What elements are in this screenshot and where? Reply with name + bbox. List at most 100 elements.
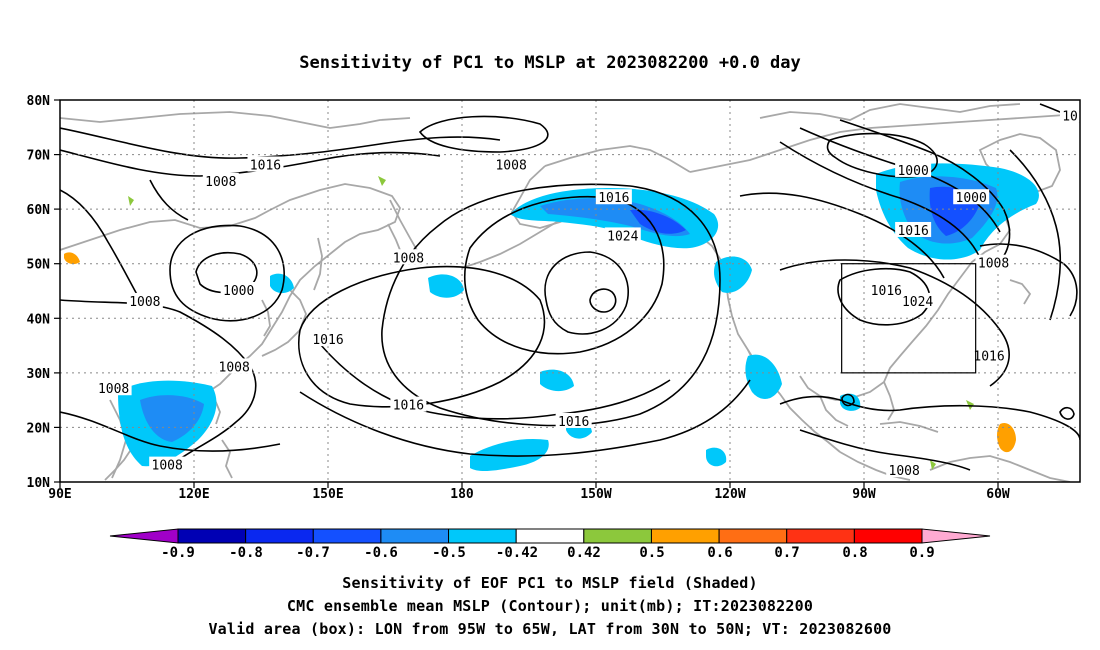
colorbar-tick-label: -0.8: [229, 545, 263, 561]
colorbar-swatch: [177, 528, 247, 544]
colorbar-swatch: [853, 528, 923, 544]
colorbar-swatch: [650, 528, 720, 544]
lon-tick-label: 90E: [48, 487, 71, 502]
contour-label-bg: [1059, 107, 1080, 123]
colorbar-tick-labels: -0.9 -0.8 -0.7 -0.6 -0.5 -0.42 0.42 0.5 …: [161, 545, 935, 561]
colorbar-swatch: [718, 528, 788, 544]
colorbar-tick-label: 0.9: [909, 545, 934, 561]
contour-label-bg: [895, 161, 932, 177]
contour-label-bg: [555, 412, 592, 428]
contour-1008-tropical: [60, 411, 281, 452]
map-panel: 1016 100810081016102410001000101610081008…: [27, 94, 1081, 502]
colorbar-tick-label: -0.42: [496, 545, 538, 561]
contour-1024-inner: [544, 251, 630, 335]
contour-1016-gulf: [779, 395, 1080, 441]
coastline-central-america: [839, 451, 911, 481]
axis-tick-marks: [54, 99, 999, 488]
contour-label-bg: [895, 221, 932, 237]
coastline-na-arctic: [689, 113, 1080, 173]
contour-1016-atlantic: [1009, 149, 1062, 321]
contour-label-bg: [595, 189, 632, 205]
colorbar-swatch: [312, 528, 382, 544]
coastline-newfoundland: [1009, 279, 1032, 305]
colorbar-swatch: [786, 528, 855, 544]
contour-1016-canada: [739, 192, 945, 279]
contour-1016-east: [779, 259, 1010, 387]
coastline-south-america: [929, 455, 1071, 482]
contour-low-canada-3: [779, 141, 981, 259]
lon-tick-label: 90W: [852, 487, 876, 502]
lat-tick-labels: 80N 70N 60N 50N 40N 30N 20N 10N: [27, 94, 51, 491]
shade-orange-atlantic: [997, 422, 1016, 453]
lon-tick-label: 120W: [714, 487, 745, 502]
contour-asia-west: [60, 189, 141, 301]
contour-1016-pacific-high: [298, 265, 546, 408]
caption-line-2: CMC ensemble mean MSLP (Contour); unit(m…: [286, 597, 814, 615]
lat-tick-label: 80N: [27, 94, 51, 109]
mslp-contours: [60, 103, 1080, 471]
contour-label: 1008: [495, 158, 526, 173]
lon-tick-label: 120E: [178, 487, 209, 502]
coastline-yucatan: [819, 395, 849, 427]
shade-mexico: [706, 447, 727, 467]
shade-central-pacific: [470, 438, 549, 472]
colorbar-tick-label: -0.9: [161, 545, 195, 561]
contour-label-bg: [975, 254, 1012, 270]
lon-tick-label: 150E: [312, 487, 343, 502]
coastline-taiwan: [214, 399, 221, 425]
map-frame: [59, 99, 1081, 483]
contour-label-bg: [220, 282, 257, 297]
contour-label-bg: [971, 347, 1008, 363]
colorbar-tick-label: 0.8: [842, 545, 867, 561]
contour-label-bg: [604, 227, 641, 243]
colorbar-swatch: [583, 528, 652, 544]
shade-siberia-1: [270, 273, 294, 294]
lon-tick-labels: 90E 120E 150E 180 150W 120W 90W 60W: [48, 487, 1010, 502]
contour-label: 1016: [897, 224, 928, 239]
contour-1024-east: [837, 267, 931, 326]
contour-label-bg: [953, 189, 990, 205]
caption-line-3: Valid area (box): LON from 95W to 65W, L…: [208, 620, 892, 638]
colorbar: -0.9 -0.8 -0.7 -0.6 -0.5 -0.42 0.42 0.5 …: [109, 528, 991, 561]
shade-green-pacific-2: [128, 196, 134, 206]
colorbar-swatch: [380, 528, 450, 544]
shade-china-sea-core: [140, 395, 204, 442]
colorbar-extend-high: [921, 528, 991, 544]
colorbar-tick-label: 0.5: [639, 545, 664, 561]
lon-tick-label: 180: [450, 487, 474, 502]
coastlines: [60, 103, 1080, 482]
coastline-sakhalin: [313, 237, 323, 291]
coastline-alaska-north: [544, 145, 691, 173]
contour-labels: 1016 100810081016102410001000101610081008…: [95, 107, 1080, 479]
contour-label: 1008: [129, 295, 160, 310]
lat-tick-label: 10N: [27, 476, 51, 491]
coastline-asia-north: [60, 111, 411, 129]
colorbar-swatch: [245, 528, 314, 544]
lon-tick-label: 150W: [580, 487, 611, 502]
lat-tick-label: 70N: [27, 149, 51, 164]
contour-label-bg: [868, 282, 905, 297]
colorbar-tick-label: 0.42: [567, 545, 601, 561]
lat-tick-label: 60N: [27, 203, 51, 218]
shade-mid-pacific-30n: [540, 369, 574, 392]
figure-title: Sensitivity of PC1 to MSLP at 2023082200…: [299, 53, 801, 73]
shade-baja-coast: [745, 354, 782, 399]
contour-label: 1016: [598, 191, 629, 206]
lon-tick-label: 60W: [986, 487, 1010, 502]
contour-label: 1008: [393, 251, 424, 266]
coastline-korea: [261, 299, 271, 337]
colorbar-swatch: [515, 528, 585, 544]
coastline-florida: [883, 381, 895, 421]
contour-label: 1008: [889, 464, 920, 479]
contour-label: 1000: [223, 284, 254, 299]
contour-1016-outer-ring: [381, 183, 721, 427]
colorbar-tick-label: -0.6: [364, 545, 398, 561]
shade-green-caribbean: [930, 460, 936, 470]
contour-label: 1008: [205, 175, 236, 190]
contour-small-loop-atlantic: [1059, 406, 1075, 420]
contour-label: 1016: [871, 284, 902, 299]
contour-label: 1016: [250, 158, 281, 173]
coastline-philippines: [221, 439, 233, 479]
contour-label-bg: [149, 456, 186, 472]
